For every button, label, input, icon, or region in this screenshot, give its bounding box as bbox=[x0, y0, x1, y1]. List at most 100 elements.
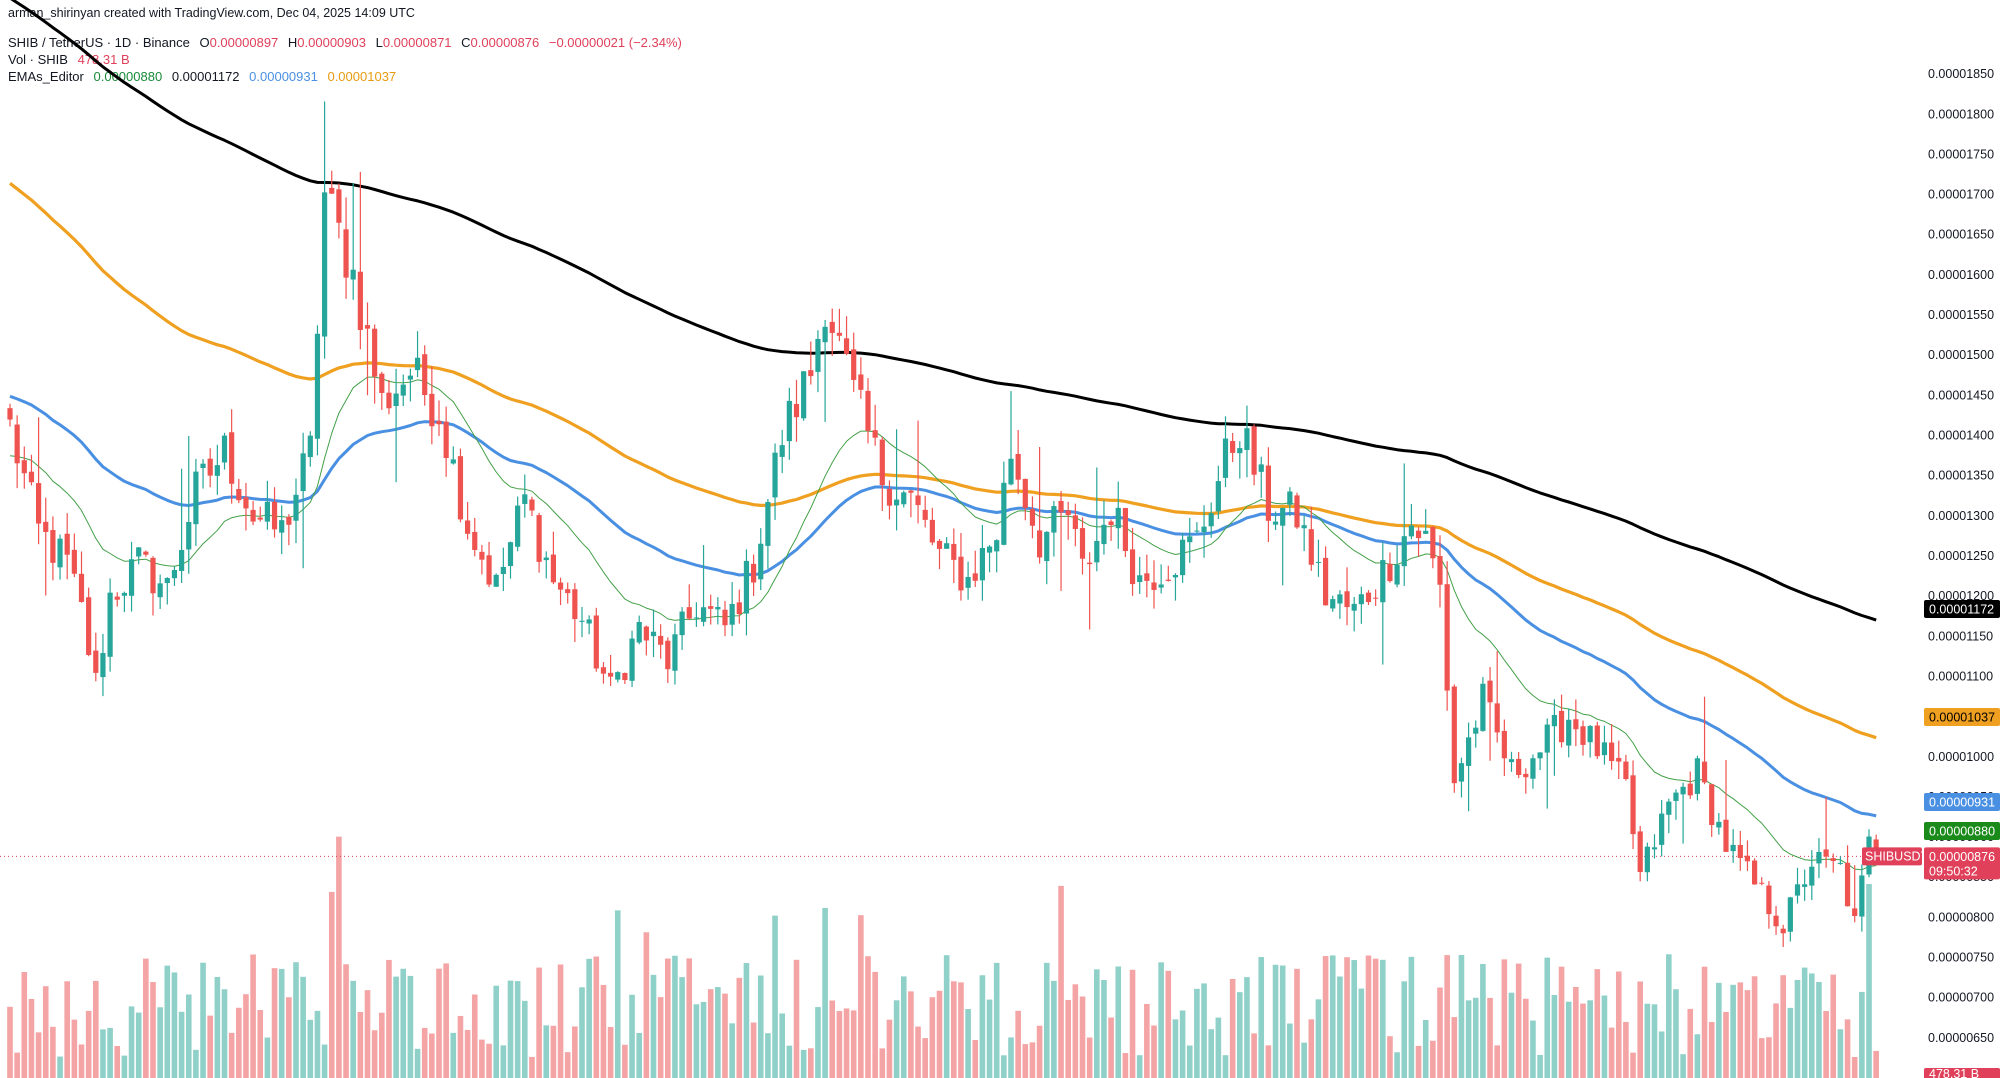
volume-bar bbox=[207, 1015, 213, 1078]
candle-down bbox=[1823, 797, 1829, 868]
candle-up bbox=[221, 432, 228, 470]
volume-bar bbox=[171, 972, 178, 1078]
volume-bar bbox=[1601, 995, 1608, 1078]
candle-down bbox=[257, 506, 263, 522]
candle-up bbox=[100, 633, 106, 697]
candle-up bbox=[1802, 869, 1808, 901]
volume-bar bbox=[1694, 1034, 1701, 1078]
ema20-line bbox=[9, 376, 1877, 871]
legend-o-value: 0.00000897 bbox=[209, 35, 279, 50]
candle-body bbox=[150, 557, 156, 594]
volume-bar bbox=[379, 1012, 385, 1078]
candle-up bbox=[307, 431, 313, 467]
volume-bar bbox=[1279, 965, 1286, 1078]
candle-body bbox=[1172, 574, 1179, 578]
volume-bar bbox=[1344, 957, 1350, 1078]
volume-bar bbox=[371, 1030, 378, 1078]
candle-body bbox=[28, 471, 35, 483]
candle-up bbox=[128, 541, 135, 612]
volume-bar bbox=[164, 965, 171, 1078]
price-tick-label: 0.00000700 bbox=[1928, 991, 1994, 1005]
volume-bar bbox=[393, 976, 399, 1078]
candle-body bbox=[1616, 757, 1622, 762]
candle-body bbox=[472, 531, 478, 550]
candle-down bbox=[472, 517, 478, 557]
candle-body bbox=[1201, 526, 1207, 533]
candle-body bbox=[422, 354, 428, 395]
candle-body bbox=[1029, 509, 1036, 526]
legend-symbol[interactable]: SHIB / TetherUS · 1D · Binance bbox=[8, 35, 190, 50]
candle-body bbox=[1723, 819, 1729, 852]
candle-up bbox=[515, 496, 521, 552]
candle-down bbox=[457, 448, 464, 523]
candle-body bbox=[751, 563, 757, 583]
candle-up bbox=[586, 615, 592, 635]
candle-body bbox=[1630, 775, 1636, 835]
candle-down bbox=[1430, 526, 1436, 569]
candle-body bbox=[314, 333, 321, 439]
volume-bar bbox=[586, 958, 592, 1078]
volume-bar bbox=[1701, 966, 1708, 1078]
candle-body bbox=[350, 269, 356, 280]
candle-body bbox=[121, 592, 127, 596]
candle-up bbox=[822, 319, 828, 422]
candle-up bbox=[579, 606, 585, 638]
candle-up bbox=[1351, 596, 1357, 632]
candle-up bbox=[693, 602, 699, 627]
candle-body bbox=[1001, 482, 1007, 545]
candle-body bbox=[793, 403, 800, 418]
legend-vol-label[interactable]: Vol · SHIB bbox=[8, 52, 68, 67]
volume-bar bbox=[793, 959, 800, 1078]
volume-bar bbox=[1687, 1008, 1694, 1078]
volume-bar bbox=[1630, 1052, 1636, 1078]
volume-bar bbox=[1744, 990, 1751, 1078]
candle-body bbox=[629, 638, 635, 681]
candle-down bbox=[665, 637, 671, 683]
candle-body bbox=[636, 622, 642, 643]
candle-body bbox=[1187, 536, 1193, 543]
candle-up bbox=[786, 387, 792, 460]
ema-tag: 0.00000880 bbox=[1924, 822, 2000, 840]
candle-down bbox=[1723, 759, 1729, 852]
volume-bar bbox=[1008, 1037, 1014, 1078]
volume-bar bbox=[1043, 962, 1050, 1078]
candle-up bbox=[1008, 391, 1014, 486]
candle-body bbox=[536, 515, 542, 562]
candlesticks bbox=[7, 101, 1879, 947]
candle-up bbox=[650, 609, 657, 658]
candle-up bbox=[901, 490, 907, 508]
volume-bar bbox=[1530, 1020, 1536, 1078]
candle-body bbox=[1551, 714, 1557, 727]
candle-up bbox=[894, 429, 900, 531]
candle-down bbox=[550, 531, 556, 585]
volume-bar bbox=[1315, 999, 1322, 1078]
candle-body bbox=[822, 326, 828, 343]
legend-ema-label[interactable]: EMAs_Editor bbox=[8, 69, 84, 84]
volume-bar bbox=[629, 994, 635, 1078]
candle-body bbox=[1537, 752, 1543, 759]
candle-body bbox=[7, 408, 13, 420]
candle-body bbox=[1101, 524, 1107, 545]
candle-body bbox=[951, 543, 957, 560]
candle-down bbox=[1015, 430, 1021, 494]
volume-bar bbox=[1372, 958, 1379, 1078]
candle-body bbox=[1265, 465, 1271, 521]
candle-down bbox=[1759, 877, 1765, 886]
candle-down bbox=[229, 409, 235, 504]
candle-up bbox=[1280, 507, 1286, 586]
volume-bar bbox=[1265, 1045, 1272, 1078]
price-tick-label: 0.00001450 bbox=[1928, 388, 1994, 402]
volume-bar bbox=[593, 956, 600, 1078]
volume-bar bbox=[865, 956, 871, 1078]
ema-lines bbox=[9, 0, 1877, 871]
candle-up bbox=[1258, 456, 1264, 498]
candle-down bbox=[608, 655, 614, 686]
price-axis[interactable]: 0.00001850 0.00001800 0.00001750 0.00001700… bbox=[1928, 67, 1994, 1045]
candle-body bbox=[1730, 844, 1736, 852]
candle-down bbox=[1022, 478, 1028, 521]
candle-down bbox=[479, 544, 485, 575]
price-tag-timer: 09:50:32 bbox=[1929, 864, 1978, 878]
candle-down bbox=[865, 378, 871, 444]
candle-body bbox=[1852, 908, 1858, 916]
